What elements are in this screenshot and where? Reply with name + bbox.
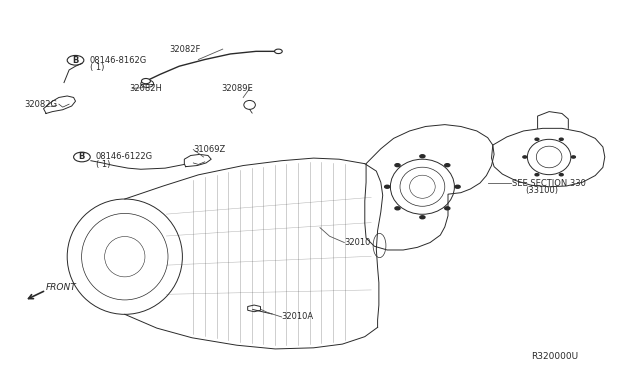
Circle shape (385, 185, 390, 188)
Text: B: B (72, 56, 79, 65)
Circle shape (523, 156, 527, 158)
Text: 32082G: 32082G (24, 100, 58, 109)
Circle shape (445, 164, 450, 167)
Circle shape (559, 174, 563, 176)
Text: 32010: 32010 (344, 238, 371, 247)
Circle shape (420, 155, 425, 158)
Text: FRONT: FRONT (46, 283, 77, 292)
Circle shape (445, 207, 450, 210)
Text: SEE SECTION 330: SEE SECTION 330 (512, 179, 586, 187)
Text: B: B (79, 153, 85, 161)
Text: 08146-8162G: 08146-8162G (90, 56, 147, 65)
Text: ( 1): ( 1) (90, 63, 104, 72)
Circle shape (572, 156, 575, 158)
Text: 32010A: 32010A (282, 312, 314, 321)
Text: 08146-6122G: 08146-6122G (96, 153, 153, 161)
Text: 32082H: 32082H (129, 84, 162, 93)
Text: 32082F: 32082F (170, 45, 201, 54)
Text: (33100): (33100) (525, 186, 558, 195)
Circle shape (535, 174, 539, 176)
Circle shape (275, 49, 282, 54)
Circle shape (395, 164, 400, 167)
Text: 32089E: 32089E (221, 84, 253, 93)
Circle shape (395, 207, 400, 210)
Circle shape (141, 78, 150, 84)
Circle shape (420, 216, 425, 219)
Text: 31069Z: 31069Z (193, 145, 225, 154)
Circle shape (455, 185, 460, 188)
Text: R320000U: R320000U (531, 352, 579, 361)
Circle shape (559, 138, 563, 140)
Text: ( 1): ( 1) (96, 160, 110, 169)
Circle shape (535, 138, 539, 140)
